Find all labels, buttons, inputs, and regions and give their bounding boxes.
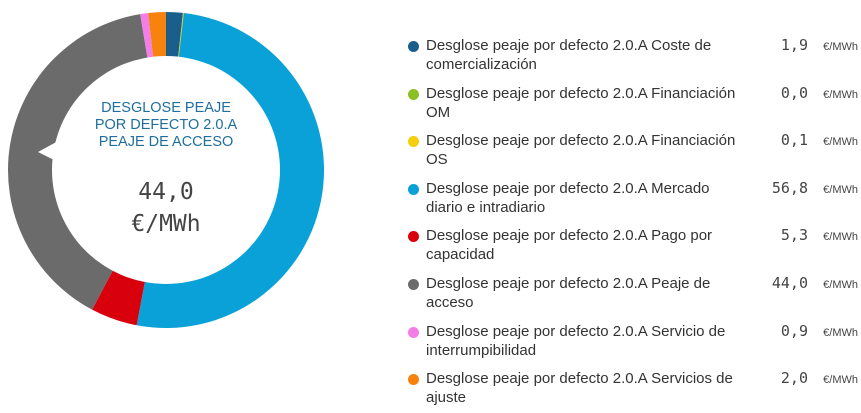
legend-label: Desglose peaje por defecto 2.0.A Coste d… — [426, 37, 712, 73]
legend-marker — [408, 183, 419, 195]
legend-label: Desglose peaje por defecto 2.0.A Peaje d… — [426, 275, 711, 311]
legend-value: 2,0 — [780, 369, 808, 388]
donut-segment — [140, 13, 154, 60]
legend-item: Desglose peaje por defecto 2.0.A Servici… — [408, 322, 860, 366]
center-unit: €/MWh — [131, 211, 201, 237]
legend-label: Desglose peaje por defecto 2.0.A Servici… — [426, 322, 726, 359]
legend-unit: €/MWh — [823, 88, 858, 101]
legend-item: Desglose peaje por defecto 2.0.A Financi… — [408, 84, 860, 128]
legend-label: Desglose peaje por defecto 2.0.A Financi… — [426, 84, 736, 121]
legend-value: 0,0 — [780, 83, 808, 102]
legend-unit: €/MWh — [823, 231, 858, 244]
legend-label: Desglose peaje por defecto 2.0.A Pago po… — [426, 227, 713, 264]
bubble-pointer — [38, 140, 60, 162]
donut-segment — [136, 13, 324, 328]
legend-label: Desglose peaje por defecto 2.0.A Financi… — [426, 132, 736, 169]
legend-value: 0,9 — [780, 321, 808, 340]
legend-unit: €/MWh — [823, 279, 858, 291]
donut-segment — [166, 12, 183, 59]
legend-marker — [408, 231, 419, 243]
legend-unit: €/MWh — [823, 183, 858, 196]
legend-item: Desglose peaje por defecto 2.0.A Mercado… — [408, 179, 860, 223]
legend-unit: €/MWh — [823, 374, 858, 387]
legend-item: Desglose peaje por defecto 2.0.A Peaje d… — [408, 274, 860, 318]
donut-segment — [8, 14, 148, 310]
legend-item: Desglose peaje por defecto 2.0.A Pago po… — [408, 226, 860, 270]
center-number: 44,0 — [138, 179, 194, 205]
legend-marker — [408, 88, 419, 100]
legend-value: 56,8 — [771, 178, 808, 197]
legend-unit: €/MWh — [823, 136, 858, 149]
donut-segment — [92, 268, 146, 326]
legend-marker — [408, 41, 419, 52]
legend-marker — [408, 326, 419, 338]
donut-segment — [148, 12, 166, 59]
center-bubble — [52, 56, 280, 284]
legend-value: 5,3 — [780, 226, 808, 245]
legend-marker — [408, 374, 419, 386]
legend-label: Desglose peaje por defecto 2.0.A Mercado… — [426, 179, 710, 216]
legend-marker — [408, 279, 419, 290]
donut-segment — [178, 12, 184, 59]
legend-unit: €/MWh — [823, 41, 858, 53]
legend-label: Desglose peaje por defecto 2.0.A Servici… — [426, 370, 733, 407]
legend-item: Desglose peaje por defecto 2.0.A Financi… — [408, 131, 860, 175]
legend-value: 1,9 — [780, 36, 808, 54]
legend-item: Desglose peaje por defecto 2.0.A Servici… — [408, 369, 860, 413]
center-value: 44,0 €/MWh — [91, 176, 241, 240]
legend-marker — [408, 136, 419, 148]
legend-item: Desglose peaje por defecto 2.0.A Coste d… — [408, 36, 860, 80]
legend-unit: €/MWh — [823, 326, 858, 339]
donut-chart — [8, 12, 324, 328]
center-title: DESGLOSE PEAJE POR DEFECTO 2.0.A PEAJE D… — [94, 100, 238, 150]
legend-value: 0,1 — [780, 131, 808, 150]
legend-value: 44,0 — [771, 274, 808, 292]
